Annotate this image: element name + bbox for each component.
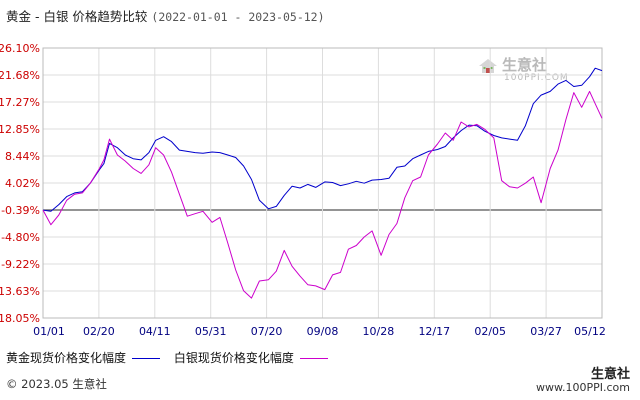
- x-tick-label: 02/05: [474, 325, 506, 338]
- x-tick-label: 01/01: [33, 325, 65, 338]
- x-tick-label: 10/28: [363, 325, 395, 338]
- legend-gold-swatch: [132, 358, 161, 359]
- y-tick-label: -4.80%: [1, 231, 40, 244]
- footer-brand: 生意社: [590, 367, 630, 382]
- y-tick-label: -9.22%: [1, 258, 40, 271]
- gold-series-line: [42, 67, 603, 212]
- footer-brand-block: 生意社 www.100PPI.com: [536, 368, 630, 394]
- watermark-brand: 生意社: [502, 56, 548, 74]
- x-tick-label: 05/31: [195, 325, 227, 338]
- footer-copyright: © 2023.05 生意社: [6, 377, 107, 391]
- x-tick-label: 07/20: [251, 325, 283, 338]
- plot-border: [42, 47, 603, 319]
- y-tick-label: 8.44%: [5, 150, 40, 163]
- x-tick-label: 05/12: [574, 325, 606, 338]
- y-tick-label: 17.27%: [0, 96, 40, 109]
- legend-silver-label: 白银现货价格变化幅度: [173, 351, 294, 365]
- y-tick-label: 12.85%: [0, 123, 40, 136]
- x-tick-label: 12/17: [418, 325, 450, 338]
- legend-silver-swatch: [299, 358, 328, 359]
- watermark-logo: 生意社 100PPI.COM: [478, 54, 569, 83]
- x-tick-label: 04/11: [139, 325, 171, 338]
- chart-title: 黄金 - 白银 价格趋势比较 (2022-01-01 - 2023-05-12): [6, 6, 325, 25]
- watermark-url: 100PPI.COM: [504, 73, 569, 83]
- y-tick-label: -13.63%: [0, 285, 40, 298]
- y-tick-label: 21.68%: [0, 69, 40, 82]
- y-tick-label: 4.02%: [5, 177, 40, 190]
- y-tick-label: -18.05%: [0, 312, 40, 325]
- silver-series-line: [42, 90, 603, 299]
- footer-url: www.100PPI.com: [536, 381, 630, 394]
- x-tick-label: 02/20: [83, 325, 115, 338]
- chart-title-main: 黄金 - 白银 价格趋势比较: [6, 9, 148, 24]
- y-tick-label: 26.10%: [0, 42, 40, 55]
- x-tick-label: 03/27: [530, 325, 562, 338]
- chart-title-range: (2022-01-01 - 2023-05-12): [151, 10, 325, 24]
- y-tick-label: -0.39%: [1, 204, 40, 217]
- house-icon: [479, 58, 497, 73]
- x-tick-label: 09/08: [307, 325, 339, 338]
- legend-gold-label: 黄金现货价格变化幅度: [6, 351, 127, 365]
- legend: 黄金现货价格变化幅度 白银现货价格变化幅度: [6, 349, 338, 366]
